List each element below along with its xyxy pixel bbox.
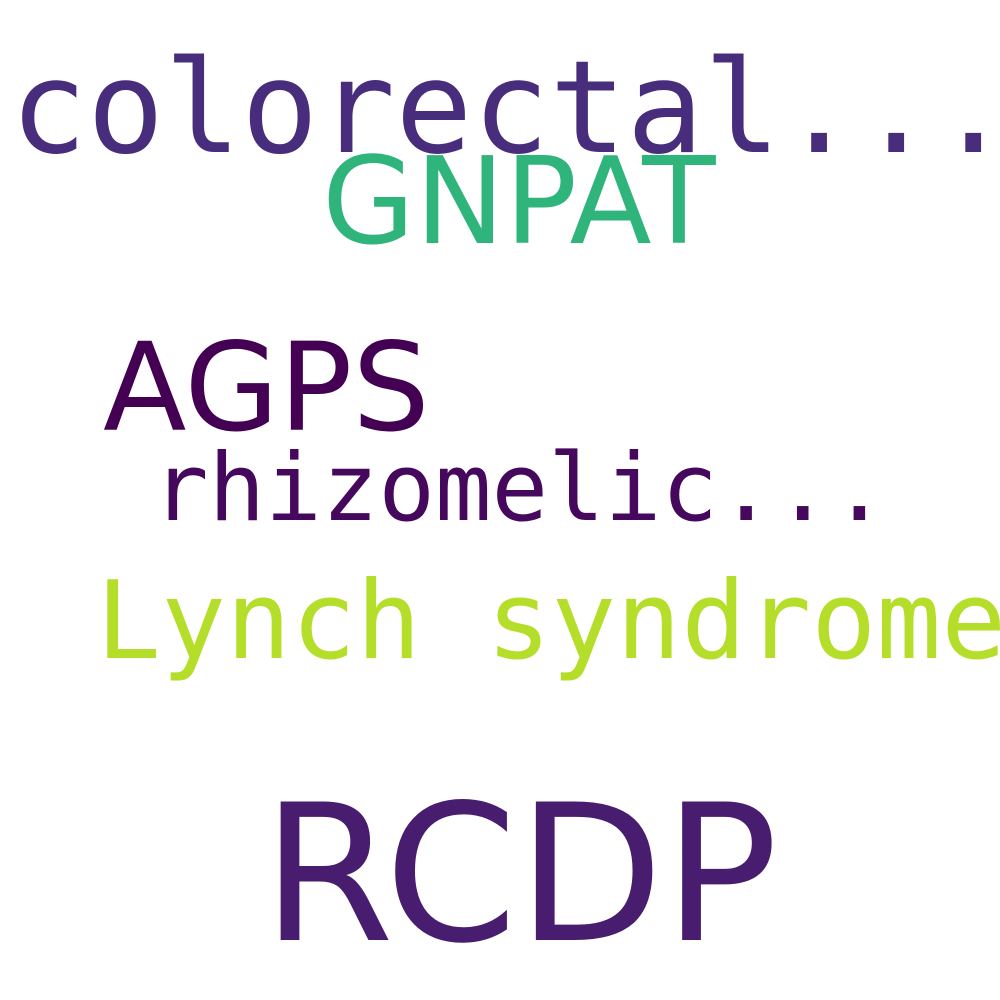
word-lynch-syndrome: Lynch syndrome <box>96 559 1000 684</box>
word-gnpat: GNPAT <box>322 133 716 272</box>
word-agps: AGPS <box>103 317 430 459</box>
word-colorectal: colorectal... <box>10 34 1000 183</box>
word-rhizomelic: rhizomelic... <box>152 434 888 543</box>
word-rcdp: RCDP <box>262 764 779 985</box>
